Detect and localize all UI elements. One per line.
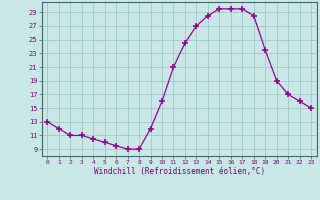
X-axis label: Windchill (Refroidissement éolien,°C): Windchill (Refroidissement éolien,°C) — [94, 167, 265, 176]
